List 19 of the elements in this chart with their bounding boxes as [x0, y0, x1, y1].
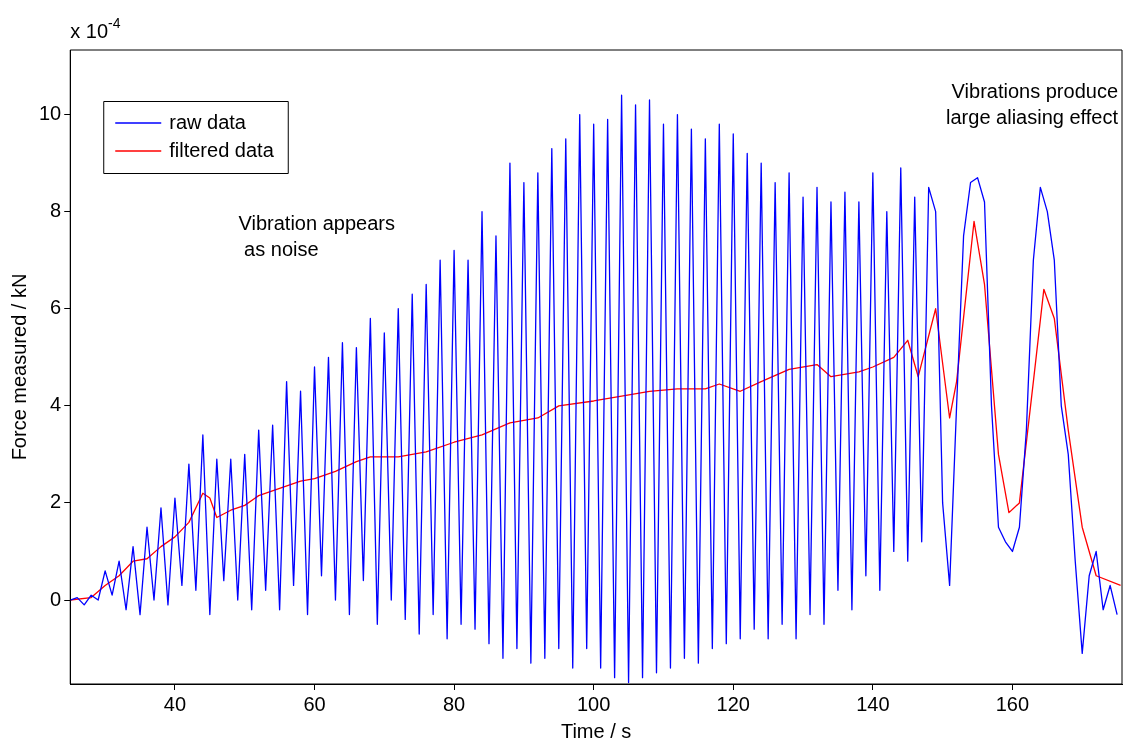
annotation: Vibration appears as noise — [238, 212, 395, 260]
x-tick-label: 60 — [303, 692, 326, 715]
x-tick-label: 160 — [995, 692, 1030, 715]
y-tick-label: 0 — [50, 587, 62, 610]
x-tick-label: 80 — [442, 692, 466, 715]
y-axis-title: Force measured / kN — [7, 273, 30, 461]
x-tick-label: 40 — [163, 692, 187, 715]
annotation: Vibrations produce large aliasing effect — [946, 80, 1119, 128]
y-tick-label: 2 — [50, 490, 62, 513]
legend-label: filtered data — [169, 138, 275, 161]
y-tick-label: 10 — [39, 102, 62, 125]
x-axis-title: Time / s — [560, 719, 632, 742]
legend-label: raw data — [169, 110, 247, 133]
y-tick-label: 8 — [50, 199, 62, 222]
y-tick-label: 6 — [50, 296, 62, 319]
y-tick-label: 4 — [50, 393, 62, 416]
x-tick-label: 100 — [576, 692, 611, 715]
x-tick-label: 120 — [716, 692, 750, 715]
x-tick-label: 140 — [856, 692, 890, 715]
